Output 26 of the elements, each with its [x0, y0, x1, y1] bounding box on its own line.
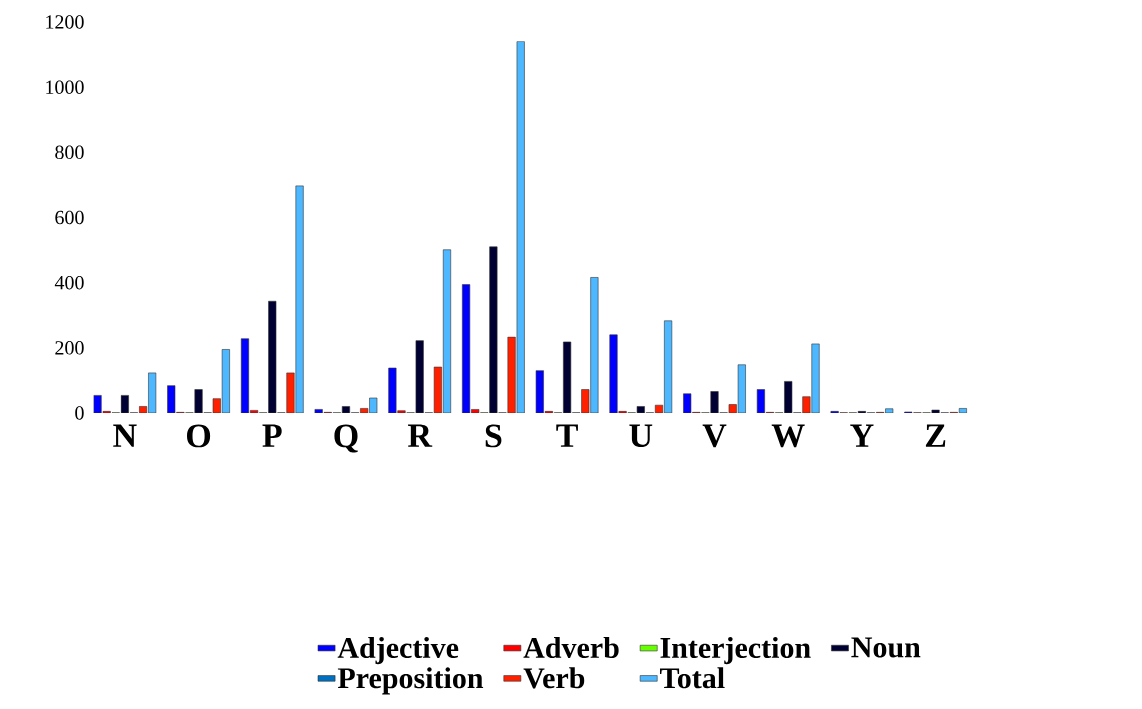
x-tick-label: S — [485, 424, 502, 448]
y-tick-label: 600 — [55, 210, 84, 225]
y-tick-label: 800 — [55, 145, 84, 160]
y-tick-label: 1000 — [46, 80, 84, 94]
legend-label: Preposition — [337, 667, 484, 695]
x-tick-label: R — [407, 424, 433, 447]
legend-label: Adjective — [337, 636, 459, 665]
legend-label: Adverb — [523, 636, 619, 659]
x-tick-label: Z — [925, 424, 946, 447]
y-tick-label: 200 — [55, 341, 84, 355]
x-tick-label: W — [771, 424, 805, 448]
legend-label: Verb — [523, 667, 585, 689]
legend-label: Total — [659, 667, 725, 689]
x-tick-label: V — [702, 424, 727, 448]
y-tick-label: 400 — [54, 275, 84, 290]
x-tick-label: N — [113, 424, 137, 447]
x-tick-label: O — [187, 424, 211, 448]
legend-label: Noun — [851, 637, 921, 658]
x-tick-label: Q — [334, 424, 358, 453]
legend-label: Interjection — [660, 636, 811, 665]
y-tick-label: 1200 — [46, 15, 84, 29]
y-tick-label: 0 — [75, 406, 84, 420]
x-tick-label: P — [262, 424, 282, 447]
x-tick-label: Y — [850, 424, 874, 447]
x-tick-label: T — [556, 424, 578, 447]
x-tick-label: U — [629, 424, 653, 448]
